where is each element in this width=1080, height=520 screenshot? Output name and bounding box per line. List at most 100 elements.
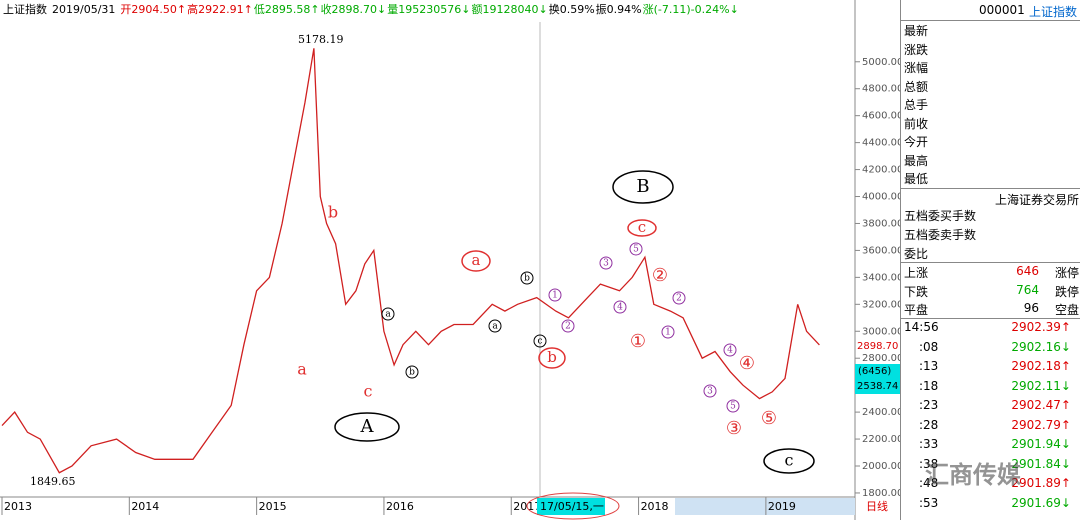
tick-time: :28 — [919, 417, 939, 432]
y-tick-label: 3200.00 — [862, 299, 900, 310]
y-tick-label: 3800.00 — [862, 218, 900, 229]
breadth-label: 空盘 — [1054, 303, 1079, 317]
x-tick-label: 2013 — [4, 500, 32, 513]
x-tick-label: 2019 — [768, 500, 796, 513]
annotation-ring — [334, 412, 400, 442]
annotation: 4 — [617, 303, 623, 313]
tick-time: :23 — [919, 398, 939, 412]
tick-price: 2902.16↓ — [1011, 339, 1071, 354]
tick-price: 2901.84↓ — [1011, 456, 1071, 471]
annotation-ring — [561, 319, 575, 333]
tick-time: :18 — [919, 378, 939, 393]
annotation: ① — [630, 331, 646, 352]
breadth-label: 涨停 — [1054, 266, 1079, 280]
order-label: 委比 — [904, 247, 929, 261]
annotation-ring — [548, 288, 562, 302]
y-tick-label: 3600.00 — [862, 245, 900, 256]
header-field: 收2898.70↓ — [321, 2, 387, 16]
y-tick-label: 5000.00 — [862, 57, 900, 68]
annotation: 2 — [676, 294, 682, 304]
annotation-ring — [520, 271, 534, 285]
quote-label: 涨跌 — [904, 42, 929, 57]
header-field: 高2922.91↑ — [187, 2, 253, 16]
breadth-value: 764 — [1016, 282, 1039, 297]
annotation-ring — [599, 256, 613, 270]
y-tick-label: 4200.00 — [862, 165, 900, 176]
annotation-ring — [538, 347, 566, 369]
annotation-ring — [488, 319, 502, 333]
y-tick-label: 2200.00 — [862, 434, 900, 445]
annotation: a — [297, 360, 307, 379]
sep — [901, 318, 1080, 319]
annotation: b — [328, 203, 338, 222]
tick-price: 2902.39↑ — [1011, 320, 1071, 334]
header-field: 低2895.58↑ — [254, 3, 320, 16]
stock-code: 000001 — [979, 3, 1025, 17]
annotation-ring — [627, 219, 657, 237]
annotation: a — [385, 310, 391, 320]
quote-panel: 000001 上证指数 最新 涨跌 涨幅 总额 总手 前收 今开 最高 最低 上海证券交易所 五档委买手… — [900, 0, 1080, 520]
y-tick-label: 2400.00 — [862, 407, 900, 418]
annotation: ⑤ — [761, 408, 777, 429]
annotation-ring — [672, 291, 686, 305]
x-tick-label: 2016 — [386, 500, 414, 513]
header-field: 量195230576↓ — [387, 3, 470, 16]
breadth-label: 跌停 — [1054, 284, 1079, 299]
tick-time: :08 — [919, 339, 939, 354]
x-tick-label: 2018 — [641, 500, 669, 513]
annotation: 1 — [665, 328, 671, 338]
quote-label: 最新 — [904, 24, 929, 38]
cursor-label: (6456) — [858, 366, 891, 377]
header-field: 振0.94% — [596, 2, 642, 16]
annotation-ring — [381, 307, 395, 321]
breadth-value: 646 — [1016, 264, 1039, 278]
annotation: c — [785, 451, 794, 470]
annotation: 4 — [727, 346, 733, 356]
tick-price: 2901.69↓ — [1011, 495, 1071, 510]
y-tick-label: 2000.00 — [862, 461, 900, 472]
quote-label: 最低 — [904, 172, 929, 186]
annotation: 1 — [552, 291, 558, 301]
tick-price: 2902.18↑ — [1011, 359, 1071, 373]
breadth-label: 平盘 — [904, 303, 929, 317]
annotation-ring — [763, 448, 815, 474]
annotation: 3 — [603, 259, 609, 269]
header-field: 额19128040↓ — [472, 3, 548, 16]
quote-label: 今开 — [904, 135, 929, 149]
header-field: 上证指数 — [3, 2, 47, 16]
stock-name: 上证指数 — [1029, 5, 1078, 19]
annotation: a — [472, 251, 481, 269]
watermark: 汇商传媒 — [925, 461, 1021, 489]
annotation: ③ — [726, 418, 742, 439]
annotation-ring — [661, 325, 675, 339]
annotation: 5 — [633, 245, 639, 255]
annotation: 5178.19 — [298, 33, 344, 46]
y-tick-label: 2800.00 — [862, 353, 900, 364]
annotation: 2 — [565, 322, 571, 332]
x-tick-label: 2014 — [131, 500, 159, 513]
y-tick-label: 3400.00 — [862, 272, 900, 283]
cursor-box — [855, 364, 900, 394]
annotation: c — [638, 218, 646, 236]
quote-label: 总手 — [904, 98, 929, 112]
breadth-value: 96 — [1023, 301, 1039, 315]
tick-time: :13 — [919, 359, 939, 373]
x-tick-label: 2015 — [259, 500, 287, 513]
exchange: 上海证券交易所 — [994, 193, 1079, 207]
annotation: c — [537, 337, 542, 347]
chart: 上证指数 2019/05/31 开2904.50↑ 高2922.91↑ 低2895.58… — [0, 0, 900, 520]
tick-time: 14:56 — [904, 320, 939, 334]
tick-price: 2902.47↑ — [1011, 398, 1071, 412]
sep — [901, 20, 1080, 21]
quote-label: 最高 — [904, 153, 929, 168]
annotation: b — [524, 274, 530, 284]
annotation-ring — [723, 343, 737, 357]
breadth-label: 上涨 — [904, 266, 929, 280]
cursor-date: 17/05/15,一 — [540, 500, 604, 513]
annotation: ④ — [739, 353, 755, 374]
quote-label: 涨幅 — [904, 61, 929, 75]
highlight — [526, 492, 620, 520]
quote-label: 总额 — [904, 79, 929, 94]
annotation-ring — [613, 300, 627, 314]
tick-price: 2901.94↓ — [1011, 437, 1071, 451]
